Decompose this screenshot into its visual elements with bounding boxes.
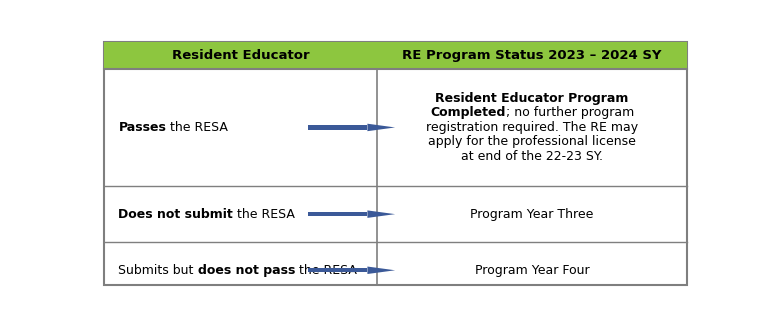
Text: Completed: Completed: [430, 107, 506, 120]
Polygon shape: [368, 267, 395, 274]
Text: Resident Educator: Resident Educator: [172, 49, 309, 62]
Text: Submits but: Submits but: [119, 264, 198, 277]
Text: RE Program Status 2023 – 2024 SY: RE Program Status 2023 – 2024 SY: [402, 49, 662, 62]
Polygon shape: [368, 210, 395, 218]
Text: Program Year Four: Program Year Four: [475, 264, 589, 277]
Text: registration required. The RE may: registration required. The RE may: [426, 121, 638, 134]
Text: ; no further program: ; no further program: [506, 107, 634, 120]
Bar: [308, 268, 368, 272]
Text: Passes: Passes: [119, 121, 167, 134]
Bar: [308, 212, 368, 216]
Text: Resident Educator Program: Resident Educator Program: [436, 92, 628, 105]
Bar: [308, 125, 368, 130]
Text: does not pass: does not pass: [198, 264, 295, 277]
Text: the RESA: the RESA: [295, 264, 357, 277]
Text: the RESA: the RESA: [167, 121, 228, 134]
Bar: [103, 42, 687, 69]
Text: Does not submit: Does not submit: [119, 208, 234, 221]
Text: at end of the 22-23 SY.: at end of the 22-23 SY.: [461, 150, 603, 163]
Text: the RESA: the RESA: [234, 208, 295, 221]
Text: apply for the professional license: apply for the professional license: [428, 135, 636, 148]
Polygon shape: [368, 124, 395, 131]
Text: Program Year Three: Program Year Three: [470, 208, 594, 221]
